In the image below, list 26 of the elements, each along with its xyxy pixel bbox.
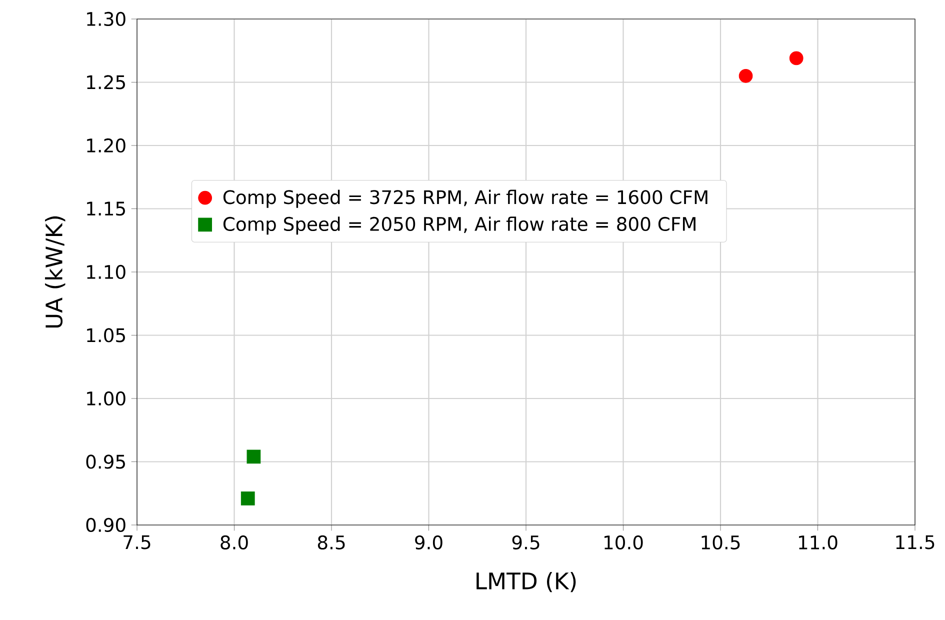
legend-label: Comp Speed = 3725 RPM, Air flow rate = 1600 CFM xyxy=(223,190,708,208)
legend-label: Comp Speed = 2050 RPM, Air flow rate = 800 CFM xyxy=(223,216,696,235)
y-tick-label: 1.15 xyxy=(87,202,125,216)
y-tick-label: 1.00 xyxy=(87,391,126,406)
y-axis-title: UA (kW/K) xyxy=(45,216,66,328)
x-tick-label: 10.0 xyxy=(604,535,643,550)
x-tick-label: 9.0 xyxy=(415,535,442,550)
x-tick-label: 8.0 xyxy=(220,535,248,550)
x-tick-label: 8.5 xyxy=(318,535,345,550)
y-tick-label: 1.25 xyxy=(87,75,125,90)
point xyxy=(789,51,804,66)
point xyxy=(246,450,261,464)
y-tick-label: 0.95 xyxy=(86,454,125,469)
x-tick-label: 11.0 xyxy=(799,535,838,550)
x-tick-label: 10.5 xyxy=(702,535,740,550)
y-tick-label: 1.30 xyxy=(87,12,126,26)
y-tick-label: 1.10 xyxy=(87,264,126,280)
x-tick-label: 9.5 xyxy=(512,535,540,550)
y-tick-label: 1.20 xyxy=(87,138,126,153)
y-tick-label: 1.05 xyxy=(87,328,125,342)
x-tick-label: 11.5 xyxy=(896,535,934,550)
y-tick-label: 0.90 xyxy=(86,518,126,532)
x-tick-label: 7.5 xyxy=(124,535,150,550)
x-axis-title: LMTD (K) xyxy=(476,572,576,592)
point xyxy=(738,68,753,83)
point xyxy=(240,491,255,506)
